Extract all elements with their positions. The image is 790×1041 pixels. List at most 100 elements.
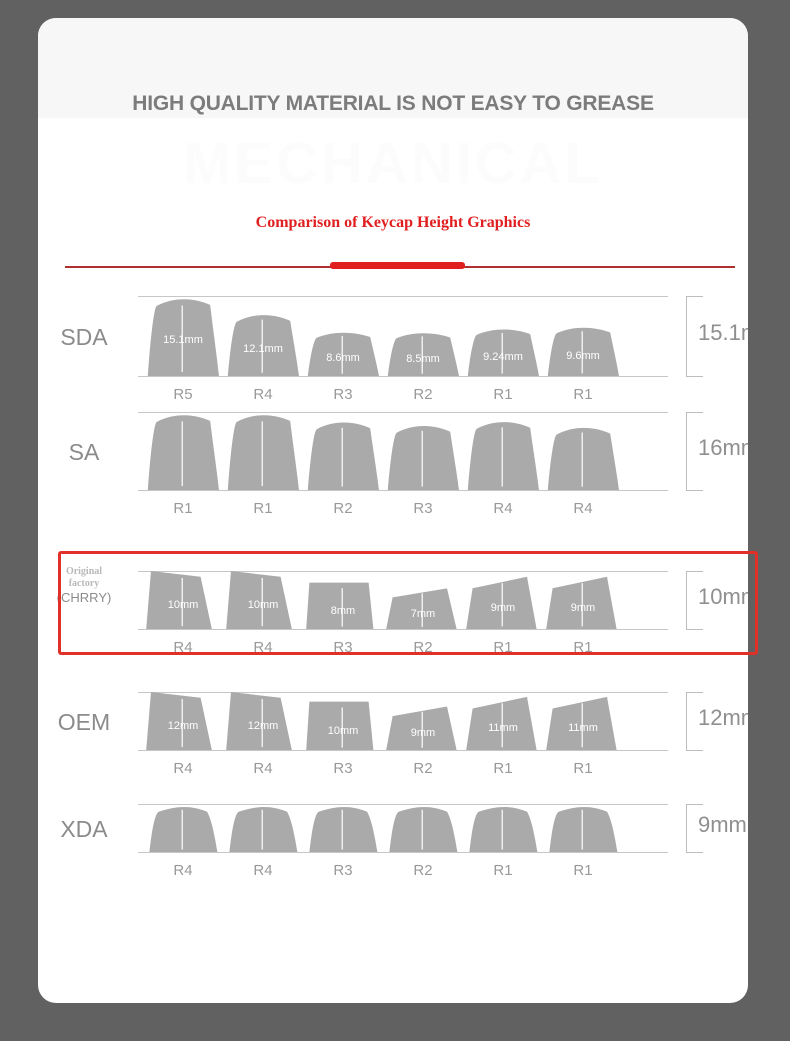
keycap [303,804,383,852]
keycap-shape [306,582,374,629]
keycap-row-category: R4 [253,862,273,879]
keycap: 10mm [143,571,223,629]
keycap [383,412,463,490]
keycap-shape [227,315,299,376]
keycap [463,412,543,490]
keycap-shape [387,425,459,490]
keycap-row-category: R3 [333,760,353,777]
keycap-shape [466,576,537,629]
keycap-shape [547,327,619,376]
profile-plot: 12mm12mm10mm9mm11mm11mm12mm [138,692,748,751]
keycap [143,412,223,490]
keycap-row-category: R3 [333,862,353,879]
keycap-row-category: R4 [173,639,193,656]
profile-plot: 10mm10mm8mm7mm9mm9mm10mm [138,571,748,630]
profile-row-label-serif-2: factory [68,578,100,589]
keycap-shape [309,806,378,852]
keycap-row-category: R2 [413,760,433,777]
dimension-line [686,412,687,490]
dimension-line [686,296,687,376]
keycap: 9mm [383,692,463,750]
baseline-bottom [138,852,668,853]
dimension-value: 10mm [698,584,748,609]
baseline-top [138,412,668,413]
keycap-shape [147,415,219,490]
baseline-bottom [138,629,668,630]
keycap-row-category: R4 [173,862,193,879]
keycap-shape [307,422,379,490]
keycap-shape [307,332,379,376]
keycap-row-category: R1 [573,386,593,403]
keycap-row-category: R1 [493,639,513,656]
profile-row-label: SA [68,439,100,465]
keycap: 10mm [303,692,383,750]
keycap: 8mm [303,571,383,629]
keycap-shape [226,692,292,750]
dimension-value: 12mm [698,705,748,730]
title-divider-accent [330,262,465,269]
keycap: 11mm [543,692,623,750]
keycap-row-category: R1 [493,760,513,777]
profile-row-sda: SDA 15.1mm 12.1mm 8.6mm 8.5mm 9.24mm 9.6mm 15.1… [38,266,748,416]
chart-title: Comparison of Keycap Height Graphics [255,214,531,231]
dimension-tick [686,571,703,572]
keycap: 15.1mm [143,296,223,376]
keycap-row-category: R4 [173,760,193,777]
keycap-shape [466,696,537,750]
profile-row-label: Original factory (CHRRY) [38,566,130,604]
keycap-row-category: R4 [253,639,273,656]
dimension-tick [686,804,703,805]
profile-row-sa: SA 16mm R1 R1 R2 R3 R4 R4 [38,382,748,530]
keycap [543,412,623,490]
dimension-tick [686,852,703,853]
keycap: 9mm [463,571,543,629]
keycap-row-category: R4 [253,386,273,403]
keycap-row-category: R4 [493,500,513,517]
keycap-row-category: R2 [333,500,353,517]
product-info-card: HIGH QUALITY MATERIAL IS NOT EASY TO GRE… [38,18,748,1003]
profile-plot: 16mm [138,412,748,491]
dimension-tick [686,750,703,751]
keycap-shape [149,806,218,852]
dimension-value: 9mm [698,812,747,837]
keycap-shape [227,415,299,490]
watermark-text: MECHANICAL [183,131,603,196]
keycap-shape [146,692,212,750]
keycap: 12mm [223,692,303,750]
dimension-value: 16mm [698,435,748,460]
keycap: 7mm [383,571,463,629]
baseline-bottom [138,750,668,751]
profile-plot: 9mm [138,804,747,853]
keycap: 9mm [543,571,623,629]
keycap [303,412,383,490]
keycap-row-category: R4 [253,760,273,777]
keycap-shape [147,299,219,376]
keycap-group: 10mm 10mm 8mm 7mm 9mm 9mm [138,571,668,629]
dimension-line [686,571,687,629]
keycap: 8.6mm [303,296,383,376]
keycap-shape [386,588,457,629]
keycap-row-category: R3 [413,500,433,517]
keycap: 8.5mm [383,296,463,376]
keycap-row-category: R1 [493,386,513,403]
keycap-shape [226,571,292,629]
keycap-row-category: R2 [413,639,433,656]
keycap-group [138,804,668,852]
profile-row-label: OEM [57,709,111,735]
dimension-value: 15.1mm [698,320,748,345]
profile-row-oem: OEM12mm12mm10mm9mm11mm11mm12mmR4R4R3R2R1… [38,662,748,790]
keycap-row-category: R1 [573,760,593,777]
keycap [223,804,303,852]
keycap [543,804,623,852]
keycap-shape [229,806,298,852]
keycap-shape [146,571,212,629]
dimension-tick [686,490,703,491]
baseline-top [138,296,668,297]
keycap-row-category: R1 [573,862,593,879]
keycap [383,804,463,852]
keycap-group [138,412,668,490]
keycap-shape [306,701,374,750]
keycap: 10mm [223,571,303,629]
page-title: HIGH QUALITY MATERIAL IS NOT EASY TO GRE… [132,92,654,115]
